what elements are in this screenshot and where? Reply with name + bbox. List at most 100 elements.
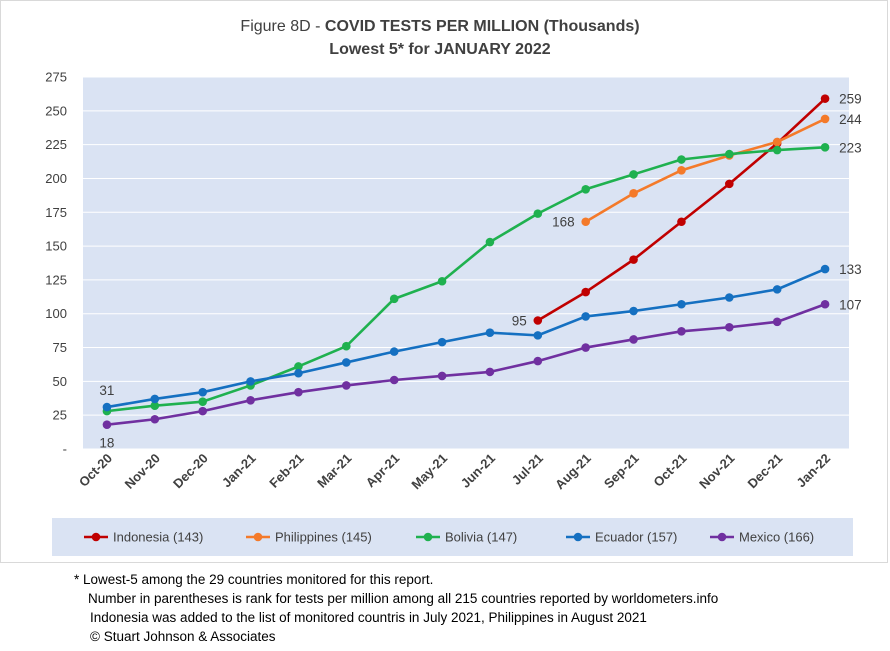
chart-subtitle: Lowest 5* for JANUARY 2022 [329, 41, 551, 58]
data-point [581, 312, 590, 321]
data-label: 107 [839, 297, 862, 312]
y-tick-label: 250 [45, 103, 67, 118]
data-point [485, 237, 495, 247]
data-point [629, 170, 638, 179]
legend-swatch-marker [253, 532, 263, 542]
data-point [389, 294, 399, 304]
data-label: 95 [512, 313, 527, 328]
data-point [342, 341, 351, 351]
data-point [725, 149, 734, 159]
legend-item-2: Bolivia (147) [416, 530, 517, 545]
legend-label: Mexico (166) [739, 530, 814, 545]
data-point [102, 402, 112, 412]
chart-title-prefix: Figure 8D - [240, 18, 324, 35]
data-point [677, 327, 686, 336]
y-tick-label: 25 [53, 408, 67, 423]
footnote-2: Number in parentheses is rank for tests … [88, 591, 719, 606]
series-3 [102, 264, 830, 412]
legend-label: Indonesia (143) [113, 530, 203, 545]
footnote-3: Indonesia was added to the list of monit… [90, 610, 647, 625]
legend-swatch-marker [573, 532, 583, 542]
data-point [533, 209, 543, 218]
x-tick-label: Oct-21 [650, 451, 689, 490]
data-point [389, 375, 399, 385]
legend-swatch-marker [423, 532, 433, 542]
data-point [820, 94, 830, 103]
series-line [585, 117, 826, 223]
y-tick-label: 100 [45, 306, 67, 321]
x-tick-label: Jan-21 [219, 451, 259, 491]
data-point [820, 114, 830, 124]
data-point [485, 367, 495, 377]
footnote-4: © Stuart Johnson & Associates [90, 629, 276, 644]
data-point [772, 145, 782, 155]
data-label: 223 [839, 140, 862, 155]
x-tick-label: Feb-21 [266, 451, 306, 491]
data-point [533, 331, 543, 340]
chart-title: Figure 8D - COVID TESTS PER MILLION (Tho… [240, 18, 639, 35]
data-point [629, 335, 638, 344]
data-point [581, 217, 590, 227]
data-label: 133 [839, 262, 862, 277]
x-tick-label: Sep-21 [601, 451, 642, 492]
data-point [150, 414, 160, 424]
x-tick-label: Dec-21 [745, 451, 786, 492]
data-point [437, 337, 447, 347]
data-point [677, 217, 686, 227]
data-point [294, 362, 303, 371]
legend-item-1: Philippines (145) [246, 530, 372, 545]
data-labels: 31 18 95 168 259 244 223 133 107 [99, 92, 862, 451]
data-point [677, 155, 686, 164]
data-point [629, 255, 638, 264]
data-point [581, 343, 590, 352]
data-label: 18 [99, 436, 114, 451]
data-point [772, 317, 782, 327]
data-point [150, 401, 160, 411]
legend-swatch-marker [91, 532, 101, 542]
data-point [246, 396, 255, 405]
x-tick-label: Aug-21 [552, 451, 594, 493]
series-lines [102, 94, 830, 429]
data-point [677, 299, 686, 309]
data-point [246, 377, 255, 386]
data-point [150, 394, 160, 404]
legend-item-3: Ecuador (157) [566, 530, 677, 545]
data-label: 259 [839, 92, 862, 107]
legend-label: Bolivia (147) [445, 530, 517, 545]
y-tick-label: 175 [45, 205, 67, 220]
line-chart: Figure 8D - COVID TESTS PER MILLION (Tho… [45, 18, 862, 556]
data-label: 168 [552, 215, 575, 230]
data-point [629, 189, 638, 198]
data-point [725, 322, 734, 332]
x-tick-label: Dec-20 [170, 451, 211, 492]
x-tick-label: May-21 [408, 451, 450, 493]
gridlines [83, 76, 849, 450]
data-point [198, 397, 207, 406]
y-tick-label: 275 [45, 70, 67, 85]
data-point [102, 420, 112, 429]
legend: Indonesia (143) Philippines (145) Bolivia … [84, 530, 814, 545]
data-point [342, 358, 351, 367]
data-point [772, 285, 782, 294]
data-point [198, 387, 207, 397]
legend-item-4: Mexico (166) [710, 530, 814, 545]
series-line [106, 267, 826, 409]
y-tick-label: 225 [45, 137, 67, 152]
data-point [677, 166, 686, 175]
x-tick-label: Mar-21 [314, 451, 354, 491]
y-tick-label: 150 [45, 239, 67, 254]
x-tick-label: Nov-20 [122, 451, 163, 492]
data-point [772, 137, 782, 147]
data-point [437, 371, 447, 381]
y-tick-label: - [63, 442, 67, 457]
legend-swatch-marker [717, 532, 727, 542]
data-point [581, 184, 590, 194]
series-line [106, 146, 826, 413]
data-point [342, 381, 351, 390]
y-tick-label: 200 [45, 171, 67, 186]
data-point [485, 328, 495, 337]
x-axis-ticks: Oct-20 Nov-20 Dec-20 Jan-21 Feb-21 Mar-21 Apr-… [76, 451, 833, 493]
data-point [820, 143, 830, 152]
data-point [437, 276, 447, 286]
series-line [106, 303, 826, 426]
